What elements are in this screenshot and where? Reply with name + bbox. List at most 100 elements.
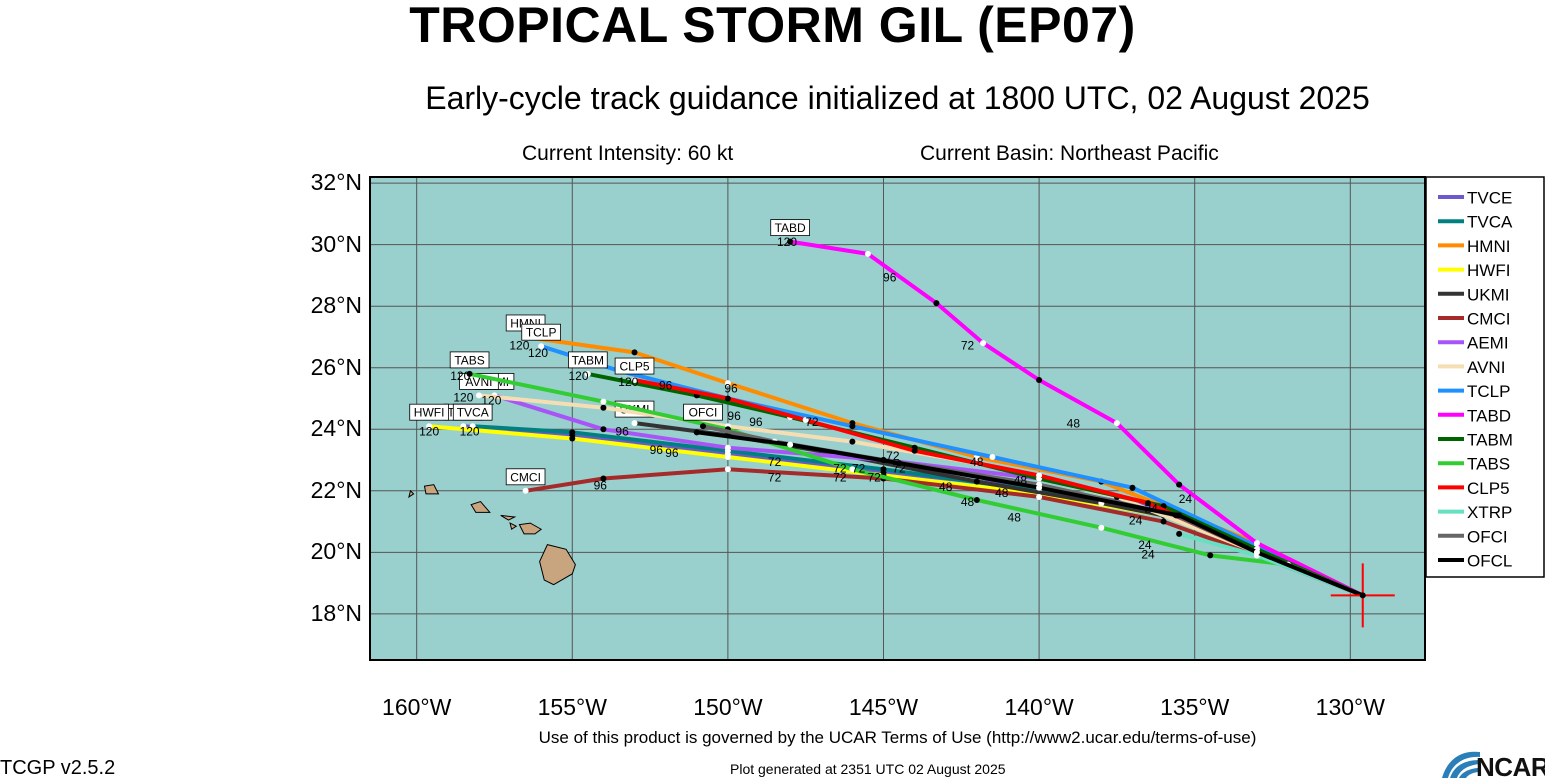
end-label-text: TABD (775, 221, 806, 235)
forecast-hour-label: 72 (833, 471, 847, 485)
end-label-text: CLP5 (620, 360, 650, 374)
track-tclp (539, 344, 1365, 598)
forecast-hour-label: 48 (1008, 511, 1022, 525)
latitude-label: 22°N (310, 476, 362, 503)
island-shape (518, 522, 543, 535)
track-point (1036, 377, 1043, 384)
ncar-swoosh-icon (1442, 751, 1480, 778)
forecast-hour-label: 120 (453, 391, 473, 405)
forecast-hour-label: 72 (833, 461, 847, 475)
track-point (538, 343, 545, 350)
track-point (1176, 481, 1183, 488)
latitude-label: 28°N (310, 292, 362, 319)
island-shape (539, 544, 576, 586)
track-point (631, 349, 638, 356)
end-label-box (409, 403, 449, 421)
longitude-label: 155°W (537, 694, 607, 720)
forecast-hour-label: 72 (886, 449, 900, 463)
track-point (699, 423, 706, 430)
end-label-tclp: TCLP (521, 323, 561, 341)
track-point (802, 417, 809, 424)
legend-label: TCLP (1467, 382, 1510, 401)
legend-label: CLP5 (1467, 479, 1510, 498)
legend-label: TABS (1467, 455, 1510, 474)
track-point (911, 447, 918, 454)
legend-label: CMCI (1467, 310, 1510, 329)
track-point (1176, 512, 1183, 519)
island-shape (423, 484, 440, 495)
end-label-box (614, 357, 655, 375)
track-point (1098, 524, 1105, 531)
latitude-label: 26°N (310, 353, 362, 380)
end-label-clp5: CLP5 (614, 357, 655, 375)
current-basin: Current Basin: Northeast Pacific (920, 142, 1219, 165)
track-point (475, 392, 482, 399)
latitude-label: 32°N (310, 169, 362, 196)
track-point (469, 423, 476, 430)
track-point (693, 429, 700, 436)
forecast-hour-label: 120 (450, 369, 470, 383)
track-point (849, 438, 856, 445)
end-label-ofci: OFCI (683, 403, 723, 421)
track-point (1160, 518, 1167, 525)
track-point (569, 429, 576, 436)
forecast-hour-label: 96 (659, 378, 673, 392)
track-point (787, 441, 794, 448)
track-point (724, 453, 731, 460)
forecast-hour-label: 120 (419, 424, 439, 438)
island-shape (509, 522, 518, 531)
terms-notice: Use of this product is governed by the U… (538, 728, 1257, 747)
forecast-hour-label: 72 (768, 455, 782, 469)
legend-label: OFCL (1467, 552, 1512, 571)
track-point (724, 444, 731, 451)
legend-label: HMNI (1467, 237, 1510, 256)
end-label-box (449, 351, 490, 369)
end-label-text: TABM (572, 353, 604, 367)
track-point (933, 300, 940, 307)
track-point (849, 423, 856, 430)
end-label-text: CMCI (510, 470, 541, 484)
model-tracks: TVCETVCAHMNIHWFIUKMICMCIAEMIAVNITCLPTABD… (409, 219, 1365, 598)
track-point (880, 466, 887, 473)
island-shape (470, 500, 491, 513)
track-point (724, 395, 731, 402)
end-label-box (521, 323, 561, 341)
track-point (980, 340, 987, 347)
forecast-hour-label: 96 (727, 409, 741, 423)
track-point (569, 435, 576, 442)
end-label-box (505, 468, 546, 486)
latitude-label: 30°N (310, 230, 362, 257)
end-label-cmci: CMCI (505, 468, 546, 486)
ocean-background (370, 177, 1425, 660)
latitude-label: 20°N (310, 538, 362, 565)
end-label-text: TCLP (526, 326, 557, 340)
forecast-hour-label: 96 (650, 443, 664, 457)
legend-label: AEMI (1467, 334, 1509, 353)
track-point (584, 370, 591, 377)
track-point (426, 423, 433, 430)
end-label-text: TVCA (457, 406, 489, 420)
forecast-hour-label: 72 (961, 338, 975, 352)
end-label-box (770, 219, 810, 237)
end-label-box (683, 403, 723, 421)
end-label-tabs: TABS (449, 351, 490, 369)
forecast-hour-label: 96 (665, 446, 679, 460)
track-point (849, 466, 856, 473)
forecast-hour-label: 48 (995, 486, 1009, 500)
forecast-hour-label: 72 (805, 415, 819, 429)
track-point (631, 420, 638, 427)
end-label-text: TABS (454, 353, 484, 367)
end-label-box (568, 351, 608, 369)
forecast-hour-label: 96 (724, 381, 738, 395)
end-label-tabm: TABM (568, 351, 608, 369)
forecast-hour-label: 48 (1014, 474, 1028, 488)
forecast-hour-label: 72 (867, 471, 881, 485)
longitude-label: 160°W (382, 694, 452, 720)
forecast-hour-label: 96 (883, 271, 897, 285)
legend: TVCE TVCA HMNI HWFI UKMI CMCI AEMI AVNI TCLP TABD… (1425, 176, 1545, 578)
longitude-label: 140°W (1004, 694, 1074, 720)
forecast-hour-label: 72 (892, 461, 906, 475)
forecast-hour-label: 96 (594, 478, 608, 492)
track-point (1207, 552, 1214, 559)
forecast-hour-label: 120 (509, 338, 529, 352)
